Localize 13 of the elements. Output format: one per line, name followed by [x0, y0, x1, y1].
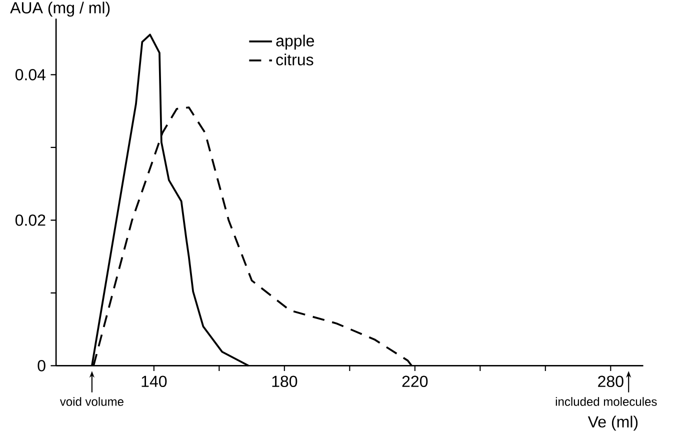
annotation: void volume — [60, 396, 124, 406]
legend-label: citrus — [276, 53, 314, 66]
text: included molecules — [556, 396, 657, 406]
y-axis-title: AUA (mg / ml) — [10, 2, 110, 16]
x-axis-title: Ve (ml) — [588, 416, 638, 430]
x-tick-label: 280 — [598, 376, 624, 387]
x-tick-label: 180 — [272, 376, 298, 387]
x-tick-label: 220 — [402, 376, 428, 387]
x-tick-label: 140 — [142, 376, 167, 387]
legend-label: apple — [276, 34, 314, 50]
y-tick-label: 0.02 — [15, 214, 46, 226]
y-tick-label: 0 — [38, 360, 46, 372]
y-tick-label: 0.04 — [15, 68, 46, 80]
